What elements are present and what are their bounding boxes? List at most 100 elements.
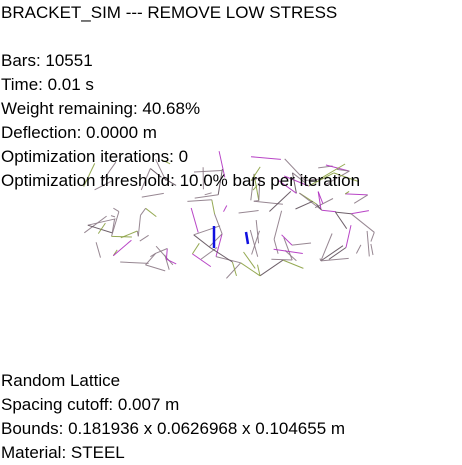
lattice-bar bbox=[87, 218, 116, 226]
lattice-bar bbox=[292, 172, 307, 184]
lattice-bar bbox=[350, 210, 369, 215]
lattice-bar bbox=[335, 211, 352, 215]
lattice-bar bbox=[370, 243, 374, 256]
lattice-bar bbox=[277, 179, 297, 194]
lattice-bar bbox=[218, 151, 226, 178]
lattice-bar bbox=[223, 205, 228, 212]
lattice-bar bbox=[273, 210, 283, 240]
lattice-bar bbox=[162, 177, 177, 186]
lattice-bar bbox=[281, 234, 293, 246]
lattice-bar bbox=[87, 224, 113, 234]
lattice-bar bbox=[282, 259, 304, 269]
lattice-type: Random Lattice bbox=[1, 371, 121, 390]
lattice-bar bbox=[166, 258, 177, 265]
lattice-bar bbox=[250, 156, 281, 160]
lattice-structure-render bbox=[83, 151, 375, 279]
lattice-bar bbox=[204, 192, 212, 196]
spacing-cutoff: Spacing cutoff: 0.007 m bbox=[1, 395, 180, 414]
lattice-bar bbox=[187, 199, 212, 202]
optimization-iterations: Optimization iterations: 0 bbox=[1, 147, 189, 166]
lattice-bar bbox=[194, 194, 219, 199]
lattice-bar bbox=[141, 192, 164, 198]
lattice-bar bbox=[161, 159, 171, 165]
lattice-bar bbox=[251, 177, 261, 182]
lattice-bar bbox=[84, 215, 107, 234]
lattice-bar bbox=[243, 251, 256, 269]
lattice-bar bbox=[214, 213, 223, 234]
lattice-bar bbox=[226, 262, 242, 279]
lattice-bar bbox=[231, 261, 237, 277]
lattice-bar bbox=[284, 158, 306, 181]
lattice-bar bbox=[208, 233, 223, 248]
lattice-bar bbox=[211, 199, 216, 215]
lattice-bar bbox=[140, 168, 151, 191]
lattice-bar bbox=[120, 230, 138, 239]
lattice-bar bbox=[251, 230, 260, 255]
lattice-bar bbox=[308, 172, 335, 187]
lattice-bar bbox=[155, 248, 168, 254]
lattice-bar bbox=[295, 200, 313, 210]
lattice-bar bbox=[253, 200, 259, 202]
lattice-bar bbox=[83, 163, 96, 187]
lattice-bar bbox=[259, 259, 284, 277]
lattice-bar bbox=[249, 229, 259, 257]
lattice-bar bbox=[258, 177, 261, 201]
lattice-bar bbox=[150, 168, 162, 178]
lattice-bar bbox=[193, 225, 221, 236]
lattice-bar bbox=[284, 175, 309, 187]
deflection-readout: Deflection: 0.0000 m bbox=[1, 123, 157, 142]
weight-remaining: Weight remaining: 40.68% bbox=[1, 99, 201, 118]
lattice-bar bbox=[191, 243, 200, 255]
lattice-bar bbox=[344, 190, 350, 195]
lattice-bar bbox=[120, 261, 149, 264]
lattice-bar bbox=[320, 233, 333, 262]
lattice-bar bbox=[215, 233, 223, 257]
lattice-bar bbox=[370, 232, 375, 242]
lattice-bar bbox=[155, 159, 167, 181]
lattice-bounds: Bounds: 0.181936 x 0.0626968 x 0.104655 … bbox=[1, 419, 346, 438]
lattice-bar bbox=[355, 244, 362, 254]
lattice-bar bbox=[353, 194, 368, 204]
lattice-bar bbox=[112, 239, 132, 257]
lattice-bar bbox=[325, 170, 350, 186]
lattice-bar bbox=[291, 242, 312, 246]
lattice-bar bbox=[336, 168, 350, 172]
bars-count: Bars: 10551 bbox=[1, 51, 93, 70]
lattice-bar bbox=[208, 246, 233, 263]
support-marker bbox=[244, 231, 250, 245]
lattice-bar bbox=[345, 193, 368, 196]
lattice-bar bbox=[190, 207, 199, 233]
lattice-bar bbox=[273, 248, 303, 254]
material-readout: Material: STEEL bbox=[1, 443, 125, 462]
lattice-bar bbox=[334, 211, 348, 229]
lattice-bar bbox=[253, 173, 260, 201]
lattice-bar bbox=[113, 207, 120, 213]
lattice-bar bbox=[255, 220, 260, 244]
lattice-bar bbox=[292, 172, 297, 194]
lattice-bars bbox=[83, 151, 375, 279]
lattice-bar bbox=[111, 218, 116, 233]
lattice-bar bbox=[328, 247, 347, 260]
lattice-bar bbox=[252, 185, 258, 191]
lattice-bar bbox=[305, 178, 320, 181]
lattice-bar bbox=[139, 234, 149, 242]
lattice-bar bbox=[345, 225, 352, 248]
lattice-bar bbox=[319, 163, 346, 180]
lattice-bar bbox=[250, 166, 261, 181]
lattice-bar bbox=[95, 242, 101, 258]
lattice-bar bbox=[269, 191, 292, 212]
lattice-bar bbox=[110, 215, 116, 218]
lattice-bar bbox=[193, 170, 222, 173]
lattice-bar bbox=[238, 210, 259, 214]
lattice-bar bbox=[350, 213, 375, 233]
lattice-bar bbox=[333, 172, 359, 182]
lattice-bar bbox=[320, 257, 349, 262]
lattice-bar bbox=[136, 230, 139, 237]
lattice-bar bbox=[192, 253, 212, 268]
optimization-threshold: Optimization threshold: 10.0% bars per i… bbox=[1, 171, 361, 190]
time-readout: Time: 0.01 s bbox=[1, 75, 94, 94]
lattice-bar bbox=[271, 258, 293, 261]
lattice-bar bbox=[137, 215, 141, 237]
lattice-bar bbox=[97, 222, 106, 234]
